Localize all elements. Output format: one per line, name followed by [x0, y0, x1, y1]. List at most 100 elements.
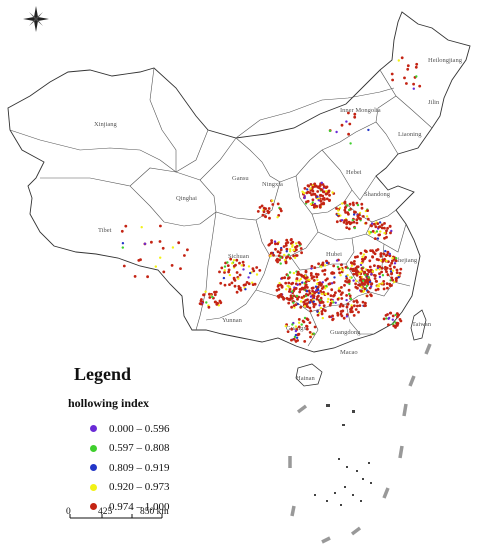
village-point: [380, 270, 383, 274]
village-point: [271, 203, 275, 206]
village-point: [388, 252, 391, 256]
village-point: [364, 273, 367, 277]
village-point: [291, 281, 295, 285]
village-point: [242, 268, 245, 271]
village-point: [270, 251, 274, 255]
village-point: [290, 297, 294, 300]
village-point: [358, 304, 362, 307]
village-point: [319, 188, 323, 191]
village-point: [385, 282, 389, 285]
legend-item: 0.920 – 0.973: [68, 478, 218, 498]
village-point: [288, 290, 291, 293]
village-point: [300, 296, 304, 299]
village-point: [348, 208, 351, 212]
village-point: [355, 300, 359, 304]
south-china-sea-dashes: [288, 343, 432, 544]
village-point: [318, 304, 321, 307]
village-point: [362, 253, 366, 256]
village-point: [290, 290, 294, 293]
village-point: [310, 276, 314, 280]
village-point: [302, 191, 306, 195]
village-point: [330, 282, 334, 285]
village-point: [308, 306, 312, 310]
village-point: [373, 231, 377, 234]
village-point: [390, 276, 394, 280]
village-point: [319, 298, 322, 302]
village-point: [308, 331, 312, 334]
village-point: [264, 215, 267, 219]
village-point: [345, 315, 349, 318]
village-point: [347, 111, 350, 115]
village-point: [234, 263, 237, 267]
village-point: [279, 209, 283, 213]
village-point: [277, 288, 281, 291]
village-point: [370, 294, 373, 298]
village-point: [331, 271, 334, 274]
village-point: [355, 273, 359, 277]
village-point: [311, 185, 315, 189]
village-point: [358, 272, 361, 275]
village-point: [321, 308, 325, 311]
village-point: [262, 206, 266, 210]
village-point: [393, 280, 396, 284]
village-point: [308, 291, 312, 295]
village-point: [179, 267, 182, 270]
village-point: [327, 297, 330, 301]
village-point: [230, 281, 234, 285]
village-point: [298, 279, 301, 282]
village-point: [340, 123, 344, 127]
village-point: [368, 259, 372, 263]
village-point: [305, 302, 309, 306]
village-point: [270, 239, 273, 242]
village-point: [296, 283, 299, 286]
village-point: [351, 269, 355, 273]
village-point: [216, 301, 220, 305]
village-point: [235, 258, 239, 262]
village-point: [321, 301, 325, 304]
village-point: [353, 262, 356, 266]
village-point: [363, 287, 367, 291]
village-point: [320, 310, 324, 313]
village-point: [158, 240, 162, 243]
village-point: [386, 250, 390, 254]
village-point: [288, 287, 292, 291]
village-point: [286, 274, 290, 277]
village-point: [392, 324, 396, 328]
village-point: [376, 287, 380, 291]
village-point: [347, 280, 351, 284]
village-point: [371, 255, 374, 258]
village-point: [374, 279, 378, 283]
village-point: [398, 318, 402, 321]
village-point: [343, 283, 346, 287]
village-point: [343, 200, 347, 204]
village-point: [150, 240, 153, 244]
village-point: [335, 259, 339, 262]
village-point: [297, 272, 301, 276]
village-point: [279, 256, 282, 259]
village-point: [384, 254, 388, 257]
village-point: [412, 87, 415, 90]
village-point: [296, 333, 300, 337]
village-point: [384, 314, 388, 317]
village-point: [312, 203, 316, 207]
village-point: [360, 202, 364, 206]
village-point: [355, 221, 359, 225]
village-point: [378, 272, 381, 276]
village-point: [352, 220, 356, 224]
village-point: [140, 226, 143, 229]
village-point: [303, 187, 307, 190]
village-point: [389, 311, 393, 315]
village-point: [348, 292, 351, 296]
village-point: [331, 314, 334, 318]
village-point: [334, 291, 337, 295]
village-point: [297, 241, 301, 244]
village-point: [379, 230, 382, 233]
village-point: [353, 260, 356, 263]
village-point: [228, 273, 232, 277]
village-point: [385, 317, 388, 320]
village-point: [391, 259, 394, 263]
village-point: [347, 132, 350, 136]
village-point: [277, 254, 281, 258]
village-point: [331, 317, 335, 321]
village-point: [289, 248, 292, 251]
